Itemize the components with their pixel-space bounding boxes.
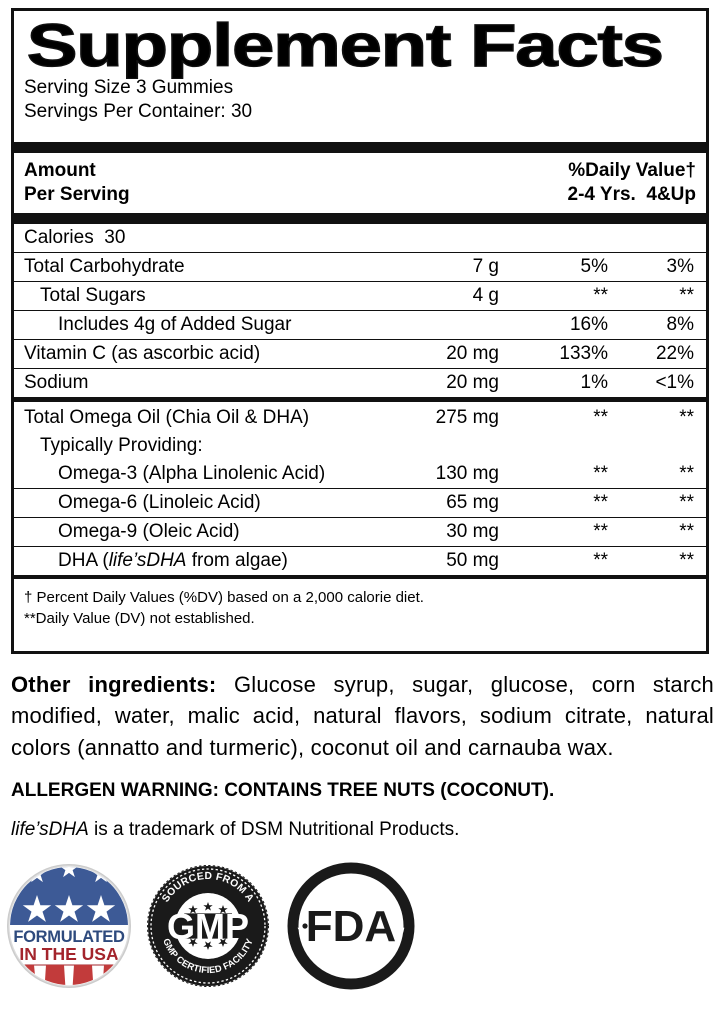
svg-text:IN THE USA: IN THE USA [19,944,119,964]
svg-text:GMP: GMP [167,906,249,947]
svg-text:FDA: FDA [306,902,396,951]
